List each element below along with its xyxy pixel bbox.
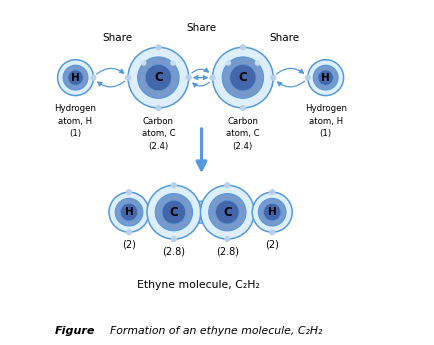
Circle shape xyxy=(171,237,176,241)
Circle shape xyxy=(240,106,245,110)
Circle shape xyxy=(186,75,191,80)
Circle shape xyxy=(308,60,344,96)
Circle shape xyxy=(213,47,273,108)
Text: H: H xyxy=(268,207,276,217)
Circle shape xyxy=(230,65,256,91)
Circle shape xyxy=(68,70,83,85)
Circle shape xyxy=(171,61,175,65)
Text: (2): (2) xyxy=(265,240,279,250)
Circle shape xyxy=(209,194,246,231)
Circle shape xyxy=(222,57,263,98)
Circle shape xyxy=(141,61,146,65)
Text: C: C xyxy=(154,71,163,84)
Circle shape xyxy=(313,65,338,90)
Circle shape xyxy=(210,75,215,80)
Text: C: C xyxy=(170,206,178,219)
Circle shape xyxy=(156,45,161,50)
Circle shape xyxy=(128,47,189,108)
Circle shape xyxy=(270,190,275,195)
Circle shape xyxy=(306,75,310,80)
Circle shape xyxy=(147,185,201,239)
Circle shape xyxy=(252,192,292,232)
Circle shape xyxy=(120,204,138,221)
Text: H: H xyxy=(321,73,330,82)
Circle shape xyxy=(145,65,171,91)
Circle shape xyxy=(171,183,176,188)
Circle shape xyxy=(258,198,286,226)
Text: (2): (2) xyxy=(122,240,136,250)
Circle shape xyxy=(138,57,179,98)
Text: Formation of an ethyne molecule, C₂H₂: Formation of an ethyne molecule, C₂H₂ xyxy=(110,326,322,336)
Ellipse shape xyxy=(196,201,208,224)
Text: (2.8): (2.8) xyxy=(216,247,239,257)
Text: Hydrogen
atom, H
(1): Hydrogen atom, H (1) xyxy=(305,104,347,138)
Circle shape xyxy=(225,183,230,188)
Circle shape xyxy=(63,65,88,90)
Circle shape xyxy=(127,230,132,235)
Ellipse shape xyxy=(140,204,163,220)
Ellipse shape xyxy=(193,201,205,224)
Text: Carbon
atom, C
(2.4): Carbon atom, C (2.4) xyxy=(141,117,175,151)
Ellipse shape xyxy=(239,204,261,220)
Circle shape xyxy=(162,200,186,224)
Circle shape xyxy=(127,190,132,195)
Text: Hydrogen
atom, H
(1): Hydrogen atom, H (1) xyxy=(55,104,96,138)
Circle shape xyxy=(155,194,193,231)
Text: C: C xyxy=(239,71,247,84)
Circle shape xyxy=(216,200,239,224)
Circle shape xyxy=(125,75,130,80)
Circle shape xyxy=(58,60,93,96)
Text: C: C xyxy=(223,206,232,219)
Text: Share: Share xyxy=(102,33,132,43)
Text: H: H xyxy=(125,207,133,217)
Circle shape xyxy=(263,204,281,221)
Text: Share: Share xyxy=(269,33,299,43)
Text: Carbon
atom, C
(2.4): Carbon atom, C (2.4) xyxy=(226,117,260,151)
Circle shape xyxy=(270,230,275,235)
Text: Figure: Figure xyxy=(55,326,95,336)
Circle shape xyxy=(201,185,254,239)
Text: (2.8): (2.8) xyxy=(162,247,185,257)
Text: H: H xyxy=(71,73,80,82)
Circle shape xyxy=(225,237,230,241)
Circle shape xyxy=(91,75,96,80)
Text: Ethyne molecule, C₂H₂: Ethyne molecule, C₂H₂ xyxy=(137,280,260,289)
Circle shape xyxy=(318,70,333,85)
Circle shape xyxy=(240,45,245,50)
Circle shape xyxy=(115,198,143,226)
Circle shape xyxy=(271,75,276,80)
Ellipse shape xyxy=(194,201,207,224)
Circle shape xyxy=(156,106,161,110)
Text: Share: Share xyxy=(187,23,217,33)
Circle shape xyxy=(256,61,260,65)
Circle shape xyxy=(226,61,230,65)
Circle shape xyxy=(109,192,149,232)
